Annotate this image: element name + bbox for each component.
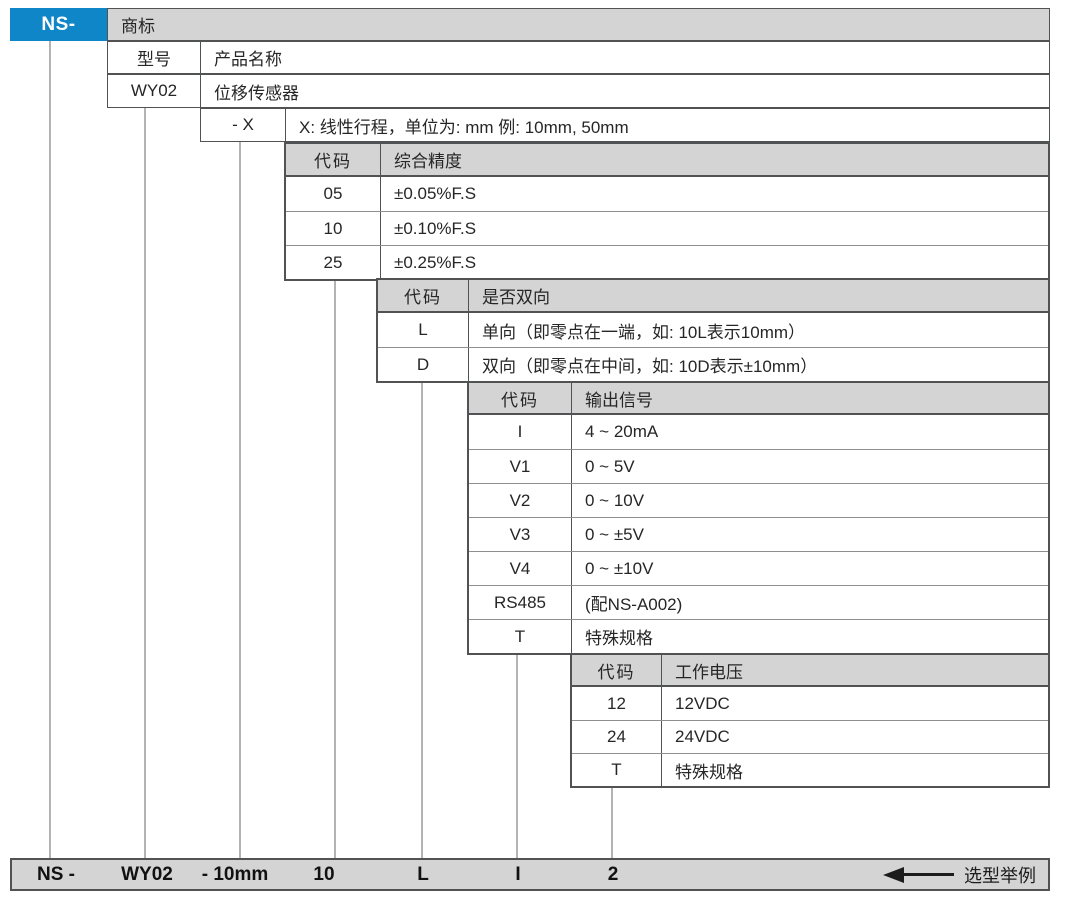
output-header-row: 代码 输出信号 [469, 383, 1048, 415]
accuracy-code-header: 代码 [286, 144, 381, 175]
output-value: 0 ~ 5V [585, 456, 635, 476]
leader-line-direction [421, 380, 423, 858]
leader-line-stroke [239, 141, 241, 858]
table-row: 10 ±0.10%F.S [286, 211, 1048, 245]
direction-value-header: 是否双向 [482, 288, 550, 307]
arrow-tail-line [904, 873, 954, 876]
leader-line-accuracy [334, 277, 336, 858]
output-code: T [469, 620, 572, 653]
stroke-desc: X: 线性行程，单位为: mm 例: 10mm, 50mm [299, 117, 629, 137]
voltage-code: 12 [572, 687, 662, 720]
leader-line-voltage [611, 786, 613, 858]
output-value: (配NS-A002) [585, 595, 683, 614]
output-value-header: 输出信号 [585, 390, 653, 410]
accuracy-value: ±0.10%F.S [394, 218, 477, 238]
direction-value: 单向（即零点在一端，如: 10L表示10mm） [482, 322, 806, 342]
direction-code: L [378, 313, 469, 347]
output-signal-table: 代码 输出信号 I 4 ~ 20mA V1 0 ~ 5V V2 0 ~ 10V … [467, 381, 1050, 655]
model-header-code: 型号 [108, 42, 201, 73]
brand-prefix-box: NS- [10, 8, 107, 41]
voltage-header-row: 代码 工作电压 [572, 655, 1048, 687]
voltage-value: 24VDC [675, 727, 730, 746]
output-code: V3 [469, 518, 572, 551]
voltage-value: 特殊规格 [675, 762, 743, 782]
model-name: 位移传感器 [214, 83, 299, 103]
accuracy-value: ±0.25%F.S [394, 252, 477, 272]
accuracy-value: ±0.05%F.S [394, 184, 477, 203]
table-row: I 4 ~ 20mA [469, 415, 1048, 449]
voltage-code: T [572, 754, 662, 786]
example-segment-accuracy: 10 [313, 863, 335, 885]
table-row: RS485 (配NS-A002) [469, 585, 1048, 619]
stroke-code: - X [201, 109, 286, 141]
example-segment-brand: NS - [37, 863, 75, 885]
leader-line-brand [49, 40, 51, 858]
leader-line-model [144, 107, 146, 858]
output-value: 0 ~ ±10V [585, 558, 654, 578]
direction-header-row: 代码 是否双向 [378, 280, 1048, 313]
table-row: T 特殊规格 [469, 619, 1048, 653]
table-row: 24 24VDC [572, 720, 1048, 753]
accuracy-code: 05 [286, 177, 381, 211]
voltage-code-header: 代码 [572, 655, 662, 685]
voltage-value-header: 工作电压 [675, 662, 743, 682]
output-code: I [469, 415, 572, 449]
accuracy-code: 10 [286, 212, 381, 245]
table-row: 12 12VDC [572, 687, 1048, 720]
example-segment-output: I [515, 863, 521, 885]
output-value: 特殊规格 [585, 629, 653, 648]
direction-table: 代码 是否双向 L 单向（即零点在一端，如: 10L表示10mm） D 双向（即… [376, 278, 1050, 383]
stroke-row: - X X: 线性行程，单位为: mm 例: 10mm, 50mm [200, 108, 1050, 142]
output-code: RS485 [469, 586, 572, 619]
table-row: V1 0 ~ 5V [469, 449, 1048, 483]
direction-code-header: 代码 [378, 280, 469, 311]
example-segment-stroke: - 10mm [201, 863, 269, 885]
table-row: 25 ±0.25%F.S [286, 245, 1048, 279]
accuracy-header-row: 代码 综合精度 [286, 144, 1048, 177]
accuracy-table: 代码 综合精度 05 ±0.05%F.S 10 ±0.10%F.S 25 ±0.… [284, 142, 1050, 281]
table-row: V4 0 ~ ±10V [469, 551, 1048, 585]
model-header-row: 型号 产品名称 [107, 41, 1050, 74]
accuracy-code: 25 [286, 246, 381, 279]
voltage-value: 12VDC [675, 693, 730, 713]
table-row: V3 0 ~ ±5V [469, 517, 1048, 551]
model-header-name: 产品名称 [214, 50, 282, 69]
table-row: L 单向（即零点在一端，如: 10L表示10mm） [378, 313, 1048, 347]
output-code: V4 [469, 552, 572, 585]
table-row: V2 0 ~ 10V [469, 483, 1048, 517]
example-bar: NS - WY02 - 10mm 10 L I 2 选型举例 [10, 858, 1050, 891]
example-caption: 选型举例 [964, 865, 1036, 886]
table-row: 05 ±0.05%F.S [286, 177, 1048, 211]
accuracy-value-header: 综合精度 [394, 152, 462, 171]
trademark-row: 商标 [107, 8, 1050, 41]
example-segment-voltage: 2 [607, 863, 619, 885]
output-value: 0 ~ ±5V [585, 524, 644, 544]
direction-code: D [378, 348, 469, 381]
arrow-left-icon [883, 866, 904, 883]
output-code: V2 [469, 484, 572, 517]
model-row: WY02 位移传感器 [107, 74, 1050, 108]
example-segment-model: WY02 [121, 863, 173, 885]
example-caption-group: 选型举例 [883, 860, 1036, 889]
brand-prefix-label: NS- [41, 13, 76, 35]
output-value: 4 ~ 20mA [585, 422, 659, 441]
table-row: D 双向（即零点在中间，如: 10D表示±10mm） [378, 347, 1048, 381]
voltage-table: 代码 工作电压 12 12VDC 24 24VDC T 特殊规格 [570, 653, 1050, 788]
output-value: 0 ~ 10V [585, 490, 645, 510]
example-segment-direction: L [417, 863, 429, 885]
output-code-header: 代码 [469, 383, 572, 413]
model-code: WY02 [108, 75, 201, 107]
leader-line-output [516, 652, 518, 858]
voltage-code: 24 [572, 721, 662, 753]
direction-value: 双向（即零点在中间，如: 10D表示±10mm） [482, 357, 818, 376]
trademark-label: 商标 [121, 17, 155, 36]
output-code: V1 [469, 450, 572, 483]
table-row: T 特殊规格 [572, 753, 1048, 786]
